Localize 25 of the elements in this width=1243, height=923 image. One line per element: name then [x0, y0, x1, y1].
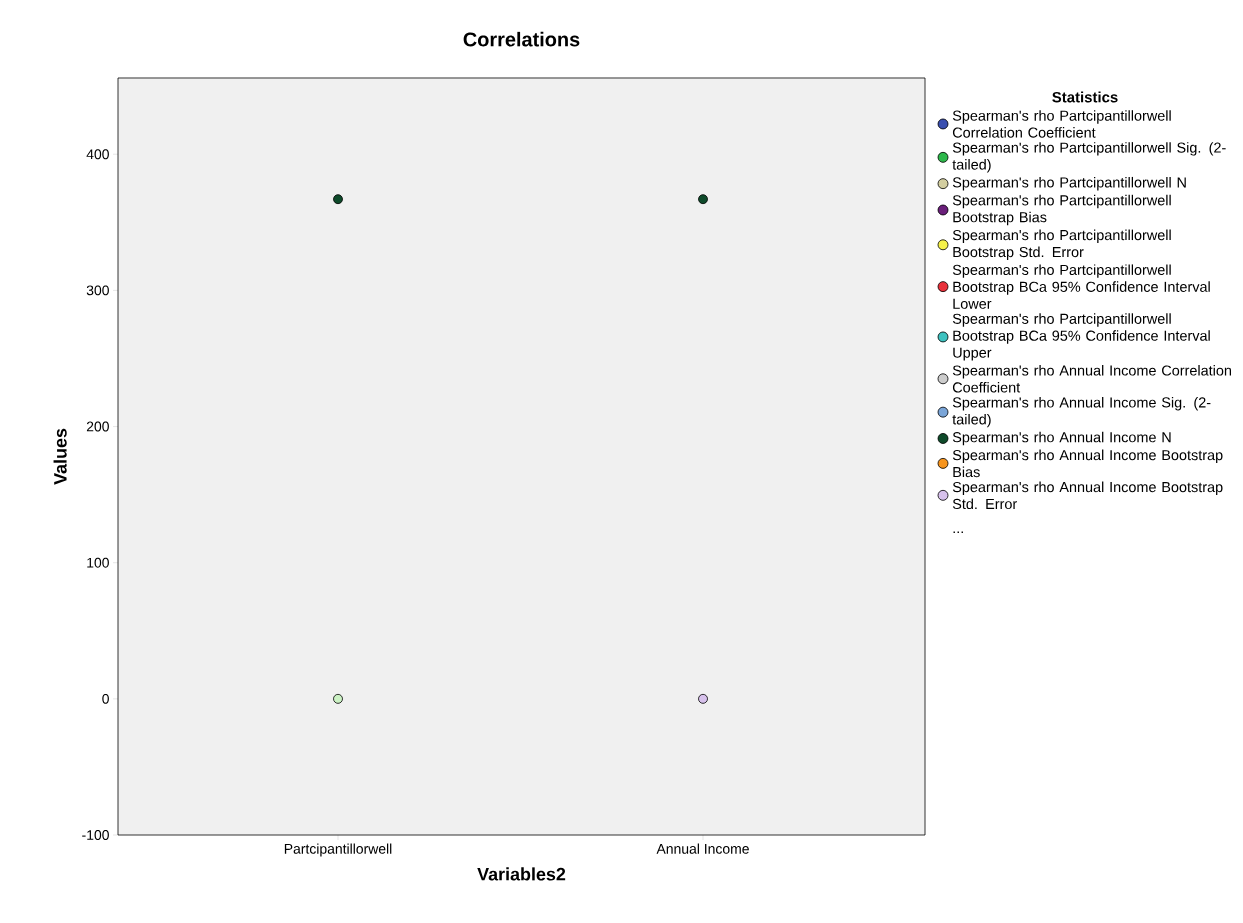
- legend-title: Statistics: [1052, 91, 1118, 103]
- x-tick-label: Partcipantillorwell: [284, 843, 392, 857]
- legend-label: Spearman's rho Annual Income Sig. (2-tailed): [952, 396, 1211, 428]
- text: ...: [953, 531, 963, 534]
- y-tick-label: 200: [86, 421, 109, 432]
- y-tick-label: 300: [86, 285, 109, 296]
- legend-label: Spearman's rho Partcipantillorwell Sig. (2-tailed): [952, 142, 1226, 173]
- legend-label: Spearman's rho Annual Income N: [952, 431, 1171, 446]
- y-axis-title: Values: [53, 428, 67, 485]
- legend-label: Spearman's rho Annual Income Bootstrap Bias: [952, 449, 1223, 478]
- legend-label: Spearman's rho Annual Income Bootstrap Std. Error: [952, 481, 1223, 510]
- legend-label: Spearman's rho Partcipantillorwell Bootstrap Bias: [952, 194, 1171, 226]
- legend-label: Spearman's rho Partcipantillorwell Correlation Coefficient: [952, 110, 1171, 138]
- y-tick-label: 400: [86, 149, 109, 160]
- legend-label: Spearman's rho Annual Income Correlation Coefficient: [952, 365, 1231, 393]
- x-tick-label: Annual Income: [656, 843, 749, 854]
- x-axis-title: Variables2: [477, 867, 566, 881]
- y-tick-label: 100: [87, 557, 109, 568]
- chart-title: Correlations: [463, 31, 580, 47]
- y-tick-label: -100: [82, 830, 109, 840]
- legend-label: Spearman's rho Partcipantillorwell Bootstrap BCa 95% Confidence Interval Lower: [952, 264, 1210, 309]
- legend-label: Spearman's rho Partcipantillorwell Bootstrap Std. Error: [952, 229, 1171, 260]
- y-tick-label: 0: [102, 693, 109, 704]
- legend-label: Spearman's rho Partcipantillorwell N: [952, 176, 1186, 191]
- legend-label: Spearman's rho Partcipantillorwell Bootstrap BCa 95% Confidence Interval Upper: [952, 313, 1210, 361]
